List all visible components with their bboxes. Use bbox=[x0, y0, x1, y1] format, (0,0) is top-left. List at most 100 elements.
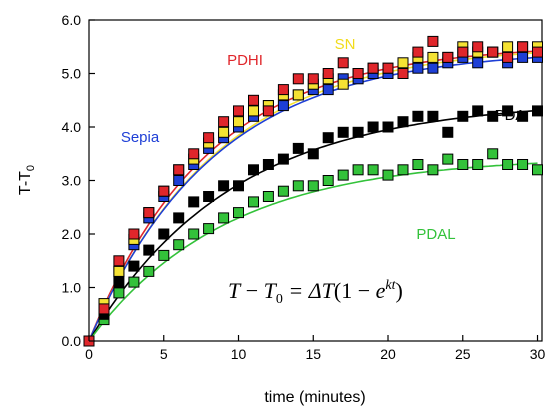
point-sepia-16 bbox=[322, 84, 334, 96]
point-pda-8 bbox=[203, 191, 215, 202]
point-pdal-10 bbox=[233, 207, 244, 219]
point-pdal-17 bbox=[337, 169, 349, 181]
point-pda-9 bbox=[218, 180, 230, 192]
y-axis-label-main: T-T bbox=[17, 171, 34, 195]
point-pdhi-9 bbox=[218, 116, 230, 128]
point-pdal-16 bbox=[322, 175, 334, 186]
point-pdhi-27 bbox=[487, 46, 499, 58]
point-pdal-13 bbox=[277, 185, 289, 197]
series-label-pdal: PDAL bbox=[416, 226, 455, 243]
point-pdhi-11 bbox=[248, 94, 259, 106]
point-pdhi-16 bbox=[322, 68, 334, 79]
point-pdhi-22 bbox=[412, 46, 424, 58]
point-pda-24 bbox=[442, 126, 454, 138]
point-sepia-26 bbox=[472, 57, 484, 69]
x-tick-label-6: 30 bbox=[530, 346, 546, 362]
y-tick-label-6: 6.0 bbox=[62, 12, 82, 28]
point-pdal-27 bbox=[487, 148, 499, 160]
y-axis-label: T-T0 bbox=[17, 165, 37, 195]
series-label-pda: PDA bbox=[495, 107, 526, 124]
point-pda-29 bbox=[517, 110, 529, 122]
data-points bbox=[83, 35, 543, 347]
point-pdhi-28 bbox=[502, 51, 514, 63]
x-tick-label-1: 5 bbox=[160, 346, 168, 362]
point-pdal-4 bbox=[143, 265, 155, 277]
point-pdhi-12 bbox=[262, 105, 274, 117]
point-sn-11 bbox=[248, 105, 259, 117]
point-pdhi-15 bbox=[307, 73, 319, 85]
point-pdal-8 bbox=[203, 223, 215, 235]
point-pda-15 bbox=[307, 148, 319, 160]
y-tick-label-2: 2.0 bbox=[62, 226, 82, 242]
point-sepia-13 bbox=[277, 100, 289, 112]
point-pda-28 bbox=[502, 105, 514, 117]
point-pdhi-7 bbox=[188, 148, 200, 160]
point-sn-2 bbox=[113, 265, 125, 277]
x-tick-label-2: 10 bbox=[231, 346, 247, 362]
eq-exp: kt bbox=[385, 278, 396, 293]
point-pdal-2 bbox=[113, 287, 125, 299]
point-pda-5 bbox=[158, 228, 170, 240]
point-sn-17 bbox=[337, 78, 349, 90]
point-pda-22 bbox=[412, 110, 424, 122]
point-pda-4 bbox=[143, 244, 155, 256]
eq-paren-open: (1 − bbox=[334, 278, 376, 303]
eq-t0-sub: 0 bbox=[276, 292, 283, 307]
point-pdal-28 bbox=[502, 159, 514, 170]
point-pdhi-4 bbox=[143, 207, 155, 219]
point-pdal-30 bbox=[532, 164, 543, 176]
point-pdal-25 bbox=[457, 159, 469, 170]
point-pda-14 bbox=[292, 142, 304, 154]
point-pdal-15 bbox=[307, 180, 319, 192]
y-axis-label-sub: 0 bbox=[25, 165, 37, 171]
point-pdal-26 bbox=[472, 159, 484, 170]
point-pdal-6 bbox=[173, 239, 185, 251]
point-pda-21 bbox=[397, 116, 409, 128]
y-tick-label-0: 0.0 bbox=[62, 333, 82, 349]
x-tick-label-5: 25 bbox=[455, 346, 471, 362]
point-pdal-9 bbox=[218, 212, 230, 224]
point-pdal-29 bbox=[517, 159, 529, 170]
point-sn-23 bbox=[427, 51, 439, 63]
point-pda-17 bbox=[337, 126, 349, 138]
point-pda-25 bbox=[457, 110, 469, 122]
point-pda-19 bbox=[367, 121, 379, 133]
eq-equals: = ΔT bbox=[283, 278, 336, 303]
eq-t0: T bbox=[264, 278, 278, 303]
point-pdhi-21 bbox=[397, 68, 409, 79]
point-pdal-18 bbox=[352, 164, 364, 176]
point-pdhi-14 bbox=[292, 73, 304, 85]
point-pdhi-25 bbox=[457, 46, 469, 58]
eq-minus: − bbox=[240, 278, 263, 303]
point-pdhi-29 bbox=[517, 41, 529, 53]
y-tick-label-5: 5.0 bbox=[62, 66, 82, 82]
point-pdhi-17 bbox=[337, 57, 349, 69]
point-pda-3 bbox=[128, 260, 140, 272]
point-pdhi-2 bbox=[113, 255, 125, 267]
eq-lhs: T bbox=[228, 278, 242, 303]
point-pdhi-13 bbox=[277, 84, 289, 96]
point-pdal-11 bbox=[248, 196, 259, 208]
series-label-sepia: Sepia bbox=[121, 129, 160, 146]
point-pda-13 bbox=[277, 153, 289, 165]
point-pda-27 bbox=[487, 110, 499, 122]
y-tick-label-4: 4.0 bbox=[62, 119, 82, 135]
point-pdhi-19 bbox=[367, 62, 379, 74]
point-pdhi-30 bbox=[532, 46, 543, 58]
point-pdal-24 bbox=[442, 153, 454, 165]
point-pdhi-8 bbox=[203, 132, 215, 144]
point-pdhi-3 bbox=[128, 228, 140, 240]
point-sepia-29 bbox=[517, 51, 529, 63]
point-pdal-23 bbox=[427, 164, 439, 176]
point-pdhi-23 bbox=[427, 35, 439, 47]
point-pdhi-10 bbox=[233, 105, 244, 117]
point-sn-28 bbox=[502, 41, 514, 53]
point-pdhi-26 bbox=[472, 41, 484, 53]
point-pda-2 bbox=[113, 276, 125, 288]
point-sepia-22 bbox=[412, 62, 424, 74]
point-pdhi-20 bbox=[382, 62, 394, 74]
point-pda-20 bbox=[382, 121, 394, 133]
y-tick-label-1: 1.0 bbox=[62, 280, 82, 296]
point-pdal-19 bbox=[367, 164, 379, 176]
point-pdal-12 bbox=[262, 191, 274, 202]
